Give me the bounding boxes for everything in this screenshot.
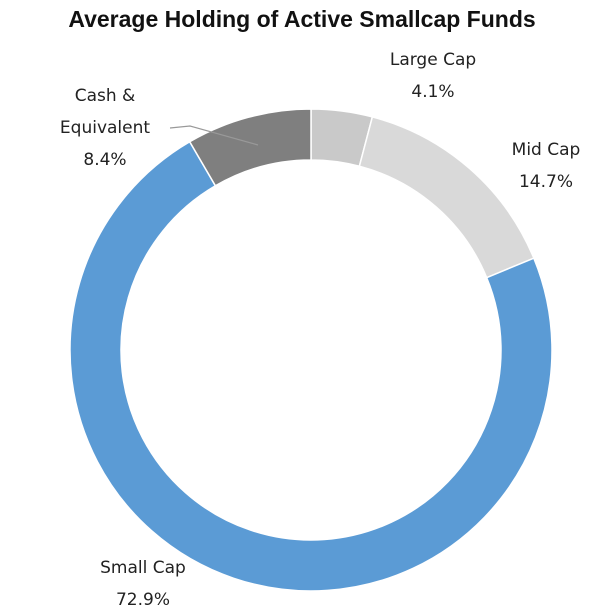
slice-label: Cash & Equivalent 8.4% xyxy=(50,80,160,176)
slice-label: Small Cap 72.9% xyxy=(63,552,223,616)
category-label: Small Cap xyxy=(100,558,186,578)
leader-line xyxy=(169,125,259,146)
slice-label: Large Cap 4.1% xyxy=(353,44,513,108)
chart-title: Average Holding of Active Smallcap Funds xyxy=(68,6,536,32)
donut-slice xyxy=(188,108,312,187)
slice-label: Mid Cap 14.7% xyxy=(466,134,604,198)
value-label: 4.1% xyxy=(411,82,455,102)
donut-slice xyxy=(69,140,553,592)
category-label: Mid Cap xyxy=(511,140,581,160)
category-label: Large Cap xyxy=(389,50,477,70)
value-label: 72.9% xyxy=(115,590,170,610)
value-label: 14.7% xyxy=(518,172,573,192)
category-label: Cash & Equivalent xyxy=(59,86,151,138)
value-label: 8.4% xyxy=(83,150,127,170)
